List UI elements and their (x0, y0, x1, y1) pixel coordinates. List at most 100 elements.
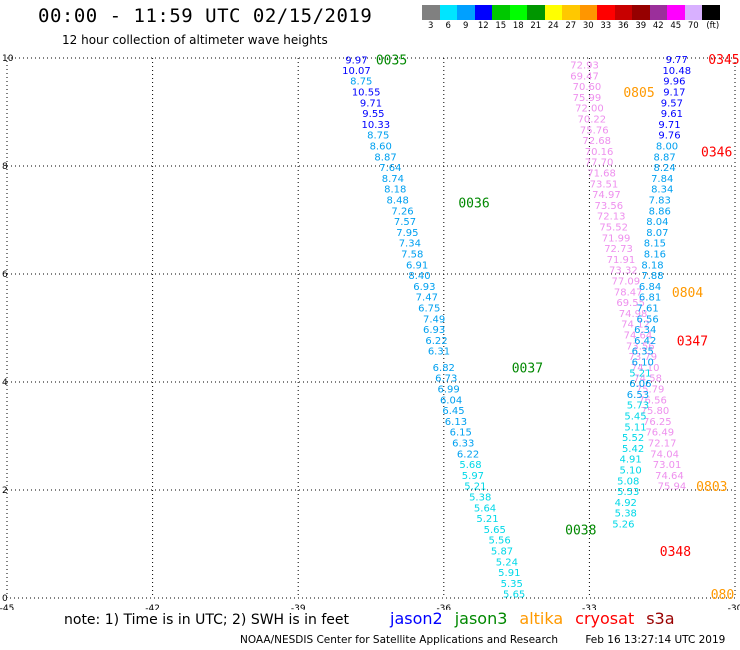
time-label-cryosat: 0346 (701, 145, 732, 160)
time-label-cryosat: 0345 (708, 53, 739, 68)
data-label-jason3: 6.75 (418, 303, 440, 314)
data-label-jason3: 5.35 (501, 579, 523, 590)
data-label-jason3: 5.87 (491, 546, 513, 557)
colorbar-label: 70 (687, 21, 699, 31)
colorbar-label: (ft) (706, 21, 720, 31)
data-label-s3a: 75.99 (573, 93, 602, 104)
data-label-jason3: 5.21 (464, 482, 486, 493)
data-label-cryosat: 7.83 (649, 195, 671, 206)
data-label-cryosat: 5.52 (622, 433, 644, 444)
data-label-cryosat: 6.34 (634, 325, 656, 336)
data-label-cryosat: 4.92 (615, 498, 637, 509)
colorbar-swatch (562, 5, 580, 20)
data-label-cryosat: 8.34 (651, 185, 673, 196)
y-tick-label: 2 (2, 486, 8, 496)
data-label-s3a: 75.76 (580, 125, 609, 136)
data-label-s3a: 73.32 (609, 266, 638, 277)
colorbar-swatch (597, 5, 615, 20)
data-label-s3a: 74.64 (624, 330, 653, 341)
colorbar-labels: 3 6 9 12 15 18 21 24 27 30 33 36 39 42 45 70 (ft) (422, 21, 740, 33)
data-label-s3a: 77.09 (611, 276, 640, 287)
data-label-jason3: 8.48 (387, 195, 409, 206)
data-label-cryosat: 9.77 (666, 55, 688, 66)
data-label-jason3: 9.97 (345, 56, 367, 67)
data-label-jason3: 7.26 (391, 206, 413, 217)
data-label-cryosat: 9.17 (663, 87, 685, 98)
data-label-jason3: 5.21 (476, 514, 498, 525)
colorbar-swatch (527, 5, 545, 20)
data-label-cryosat: 7.84 (651, 174, 673, 185)
colorbar-swatch (649, 5, 667, 20)
data-label-cryosat: 6.84 (639, 282, 661, 293)
data-label-jason3: 6.22 (425, 336, 447, 347)
time-label-cryosat: 0348 (660, 545, 691, 560)
data-label-s3a: 69.55 (616, 298, 645, 309)
time-label-jason3: 0038 (565, 523, 596, 538)
data-label-cryosat: 6.10 (632, 357, 654, 368)
colorbar-swatch (439, 5, 457, 20)
data-label-cryosat: 5.73 (627, 401, 649, 412)
data-label-s3a: 69.47 (570, 71, 599, 82)
time-label-s3a: 0805 (623, 86, 654, 101)
y-tick-label: 8 (2, 162, 8, 172)
data-label-jason3: 5.97 (462, 471, 484, 482)
data-label-s3a: 76.25 (643, 417, 672, 428)
data-label-jason3: 6.33 (452, 438, 474, 449)
data-label-cryosat: 5.42 (622, 444, 644, 455)
data-label-cryosat: 6.56 (637, 314, 659, 325)
data-label-jason3: 8.75 (367, 131, 389, 142)
data-label-cryosat: 9.71 (658, 120, 680, 131)
data-label-cryosat: 5.08 (617, 476, 639, 487)
data-label-s3a: 73.01 (653, 460, 682, 471)
data-label-cryosat: 8.18 (641, 260, 663, 271)
credit-timestamp: Feb 16 13:27:14 UTC 2019 (585, 634, 726, 646)
data-label-s3a: 75.94 (658, 482, 687, 493)
colorbar-label: 30 (582, 21, 594, 31)
data-label-s3a: 72.93 (570, 60, 599, 71)
data-label-jason3: 6.99 (438, 384, 460, 395)
data-label-s3a: 74.58 (633, 374, 662, 385)
chart-subtitle: 12 hour collection of altimeter wave hei… (62, 33, 328, 47)
data-label-jason3: 6.93 (423, 325, 445, 336)
data-label-cryosat: 8.00 (656, 141, 678, 152)
data-label-cryosat: 8.87 (653, 152, 675, 163)
data-label-jason3: 6.45 (442, 406, 464, 417)
data-label-cryosat: 8.16 (644, 249, 666, 260)
data-label-cryosat: 7.88 (641, 271, 663, 282)
data-label-jason3: 7.95 (396, 228, 418, 239)
data-label-jason3: 6.31 (428, 347, 450, 358)
data-label-jason3: 8.74 (382, 174, 404, 185)
data-label-s3a: 76.56 (638, 395, 667, 406)
data-label-s3a: 74.64 (655, 471, 684, 482)
colorbar-label: 21 (530, 21, 542, 31)
colorbar-swatch (474, 5, 492, 20)
y-tick-label: 10 (2, 54, 14, 64)
legend-item-s3a: s3a (646, 609, 675, 628)
data-label-cryosat: 6.81 (639, 293, 661, 304)
colorbar-swatch (632, 5, 650, 20)
colorbar-swatch (544, 5, 562, 20)
data-label-s3a: 73.51 (590, 179, 619, 190)
data-label-cryosat: 6.53 (627, 390, 649, 401)
data-label-cryosat: 8.07 (646, 228, 668, 239)
colorbar-swatch (667, 5, 685, 20)
colorbar-label: 3 (428, 21, 434, 31)
data-label-cryosat: 8.86 (649, 206, 671, 217)
x-tick-label: -30 (728, 604, 740, 610)
data-label-jason3: 9.71 (360, 98, 382, 109)
data-label-s3a: 75.79 (636, 384, 665, 395)
data-label-jason3: 6.04 (440, 395, 462, 406)
data-label-jason3: 5.65 (484, 525, 506, 536)
colorbar-swatch (457, 5, 475, 20)
data-label-jason3: 8.60 (370, 141, 392, 152)
data-label-s3a: 75.80 (641, 406, 670, 417)
data-label-jason3: 10.33 (362, 120, 391, 131)
data-label-cryosat: 5.53 (617, 487, 639, 498)
data-label-s3a: 71.68 (587, 168, 616, 179)
colorbar-label: 27 (565, 21, 577, 31)
data-label-cryosat: 5.21 (629, 368, 651, 379)
data-label-jason3: 9.55 (362, 109, 384, 120)
legend-item-cryosat: cryosat (575, 609, 635, 628)
data-label-s3a: 72.73 (604, 244, 633, 255)
data-label-jason3: 6.82 (433, 363, 455, 374)
